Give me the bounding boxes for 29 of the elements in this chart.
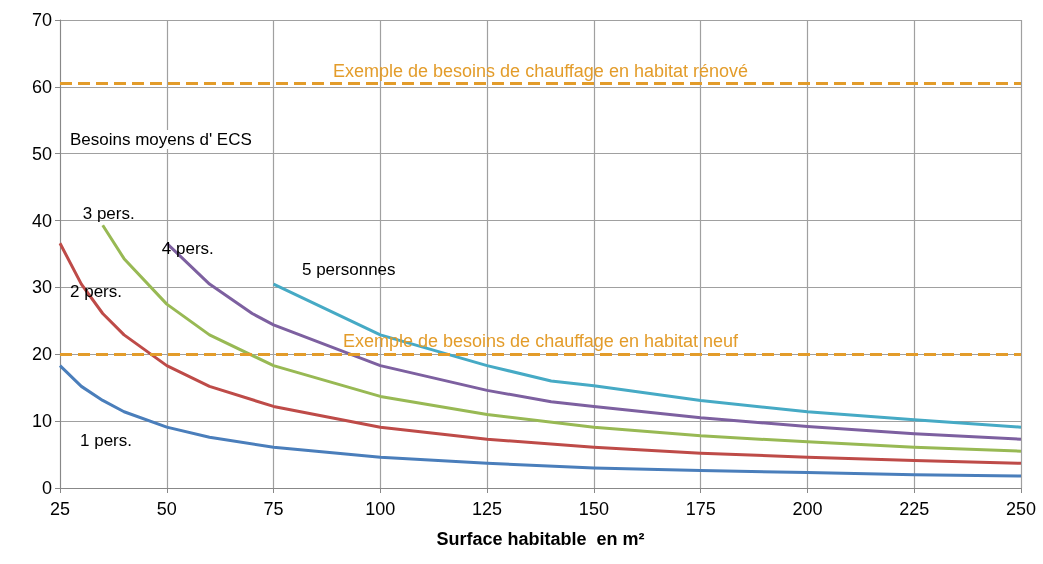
series-label: 5 personnes xyxy=(301,259,396,279)
x-tick-label: 225 xyxy=(899,499,930,519)
line-series xyxy=(272,282,1023,429)
y-tick-label: 70 xyxy=(31,10,52,30)
y-tick-label: 0 xyxy=(41,478,52,498)
series-label: 4 pers. xyxy=(161,238,214,258)
line-series xyxy=(58,241,1023,465)
x-tick-label: 175 xyxy=(685,499,716,519)
y-tick-label: 30 xyxy=(31,277,52,298)
x-tick-label: 100 xyxy=(365,499,396,519)
x-tick-label: 250 xyxy=(1005,499,1037,519)
x-tick-label: 50 xyxy=(156,499,177,519)
x-tick-label: 125 xyxy=(472,499,503,519)
x-tick-label: 25 xyxy=(49,499,71,519)
y-tick-label: 20 xyxy=(31,344,52,365)
ref-line-label: Exemple de besoins de chauffage en habitat rénové xyxy=(333,60,748,81)
x-axis-title: Surface habitable en m² xyxy=(436,529,645,549)
line-series xyxy=(58,364,1023,478)
y-tick-label: 60 xyxy=(31,76,52,97)
y-tick-label: 50 xyxy=(31,143,52,164)
y-tick-label: 10 xyxy=(31,411,52,432)
x-tick-label: 150 xyxy=(578,499,609,519)
y-tick-label: 40 xyxy=(31,210,52,231)
series-label: 3 pers. xyxy=(82,203,135,223)
x-tick-label: 200 xyxy=(792,499,823,519)
annotation: Besoins moyens d' ECS xyxy=(70,130,252,149)
x-tick-label: 75 xyxy=(263,499,284,519)
ref-line-label: Exemple de besoins de chauffage en habitat neuf xyxy=(343,331,739,352)
series-label: 1 pers. xyxy=(80,431,132,451)
